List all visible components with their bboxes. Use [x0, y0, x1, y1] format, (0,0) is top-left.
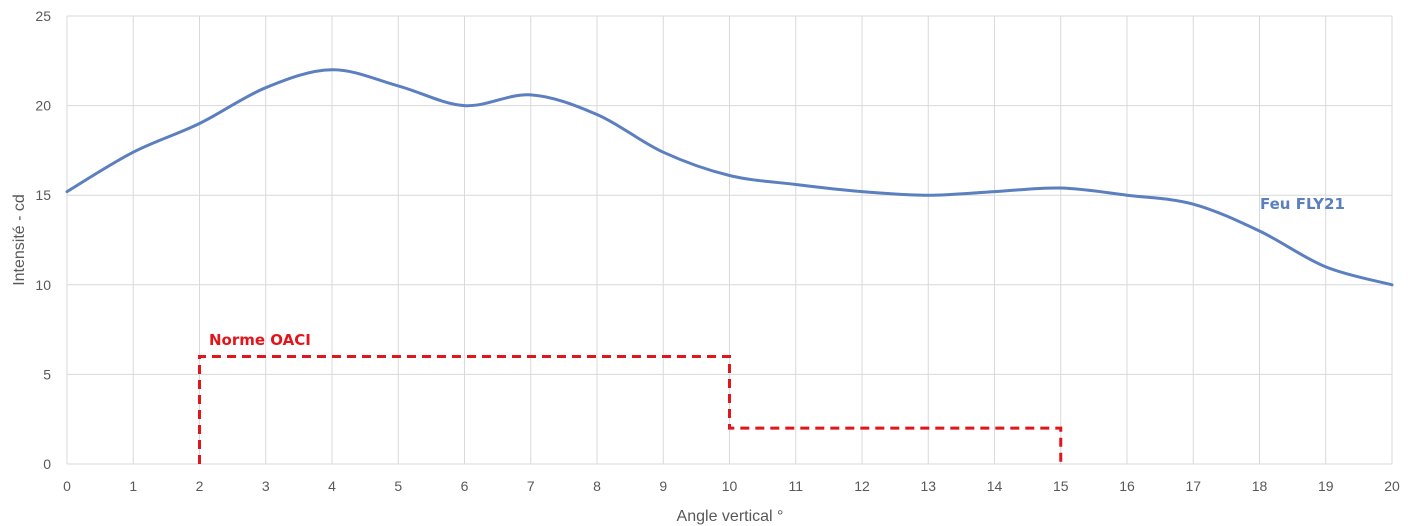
x-tick-label-1: 1 — [129, 478, 137, 494]
x-tick-label-20: 20 — [1384, 478, 1400, 494]
x-tick-label-8: 8 — [593, 478, 601, 494]
y-tick-label-0: 0 — [43, 456, 51, 472]
y-tick-label-4: 20 — [35, 98, 51, 114]
x-tick-label-10: 10 — [722, 478, 738, 494]
series-label-norme-oaci: Norme OACI — [209, 331, 311, 349]
x-tick-label-15: 15 — [1053, 478, 1069, 494]
x-tick-label-12: 12 — [854, 478, 870, 494]
grid — [66, 15, 1393, 465]
y-tick-label-1: 5 — [43, 366, 51, 382]
series-layer — [65, 68, 1394, 464]
x-tick-label-3: 3 — [262, 478, 270, 494]
x-tick-label-13: 13 — [920, 478, 936, 494]
x-tick-label-17: 17 — [1185, 478, 1201, 494]
x-axis-title: Angle vertical ° — [677, 508, 784, 525]
y-axis-ticks: 0 5 10 15 20 25 — [35, 8, 51, 472]
x-tick-label-14: 14 — [987, 478, 1003, 494]
x-tick-label-9: 9 — [659, 478, 667, 494]
x-tick-label-0: 0 — [63, 478, 71, 494]
y-tick-label-5: 25 — [35, 8, 51, 24]
x-tick-label-11: 11 — [788, 478, 803, 494]
series-line-norme-oaci — [198, 354, 1063, 464]
series-line-feu-fly21 — [65, 68, 1394, 287]
y-tick-label-2: 10 — [35, 277, 51, 293]
x-tick-label-18: 18 — [1252, 478, 1268, 494]
x-tick-label-7: 7 — [527, 478, 535, 494]
series-label-feu-fly21: Feu FLY21 — [1260, 195, 1345, 213]
x-tick-label-2: 2 — [196, 478, 204, 494]
y-axis-title: Intensité - cd — [11, 194, 28, 286]
x-tick-label-6: 6 — [461, 478, 469, 494]
x-axis-ticks: 0 1 2 3 4 5 6 7 8 9 10 11 12 13 14 15 16 17 18 19 20 — [63, 478, 1400, 494]
x-tick-label-4: 4 — [328, 478, 336, 494]
y-tick-label-3: 15 — [35, 187, 51, 203]
x-tick-label-16: 16 — [1119, 478, 1135, 494]
x-tick-label-19: 19 — [1318, 478, 1334, 494]
x-tick-label-5: 5 — [394, 478, 402, 494]
